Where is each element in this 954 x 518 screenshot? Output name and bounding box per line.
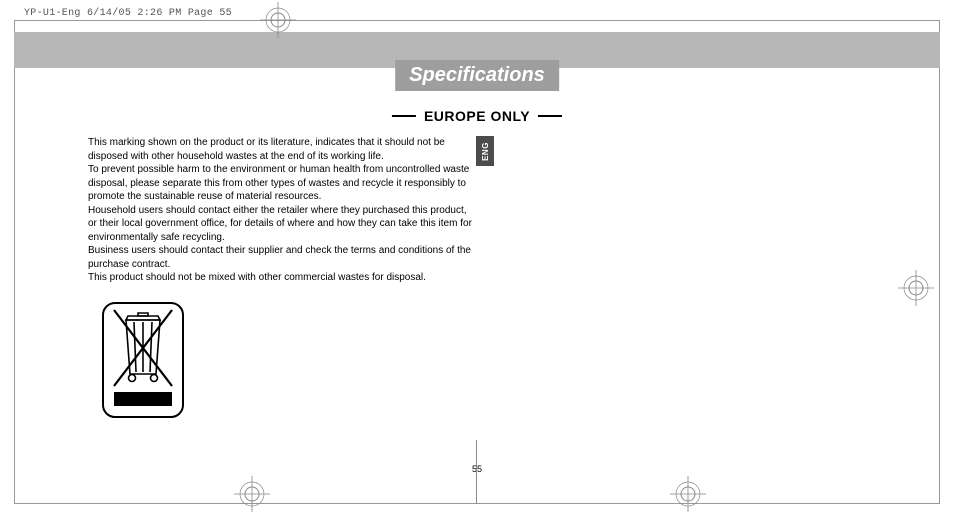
crop-mark-info: YP-U1-Eng 6/14/05 2:26 PM Page 55 xyxy=(24,8,232,19)
registration-mark-icon xyxy=(234,476,270,512)
registration-mark-icon xyxy=(898,270,934,306)
language-label: ENG xyxy=(481,142,490,161)
title-box: Specifications xyxy=(395,60,559,91)
dash-left xyxy=(392,115,416,117)
para-5: This product should not be mixed with ot… xyxy=(88,271,472,285)
page-title: Specifications xyxy=(409,64,545,87)
dash-right xyxy=(538,115,562,117)
subtitle-row: EUROPE ONLY xyxy=(392,108,562,124)
language-tab: ENG xyxy=(476,136,494,166)
registration-mark-icon xyxy=(670,476,706,512)
weee-bin-icon xyxy=(100,300,186,420)
gutter-line xyxy=(476,440,477,504)
page-number: 55 xyxy=(472,464,482,474)
body-text: This marking shown on the product or its… xyxy=(88,136,472,285)
registration-mark-icon xyxy=(260,2,296,38)
subtitle: EUROPE ONLY xyxy=(424,108,530,124)
para-4: Business users should contact their supp… xyxy=(88,244,472,271)
para-3: Household users should contact either th… xyxy=(88,204,472,245)
para-1: This marking shown on the product or its… xyxy=(88,136,472,163)
para-2: To prevent possible harm to the environm… xyxy=(88,163,472,204)
